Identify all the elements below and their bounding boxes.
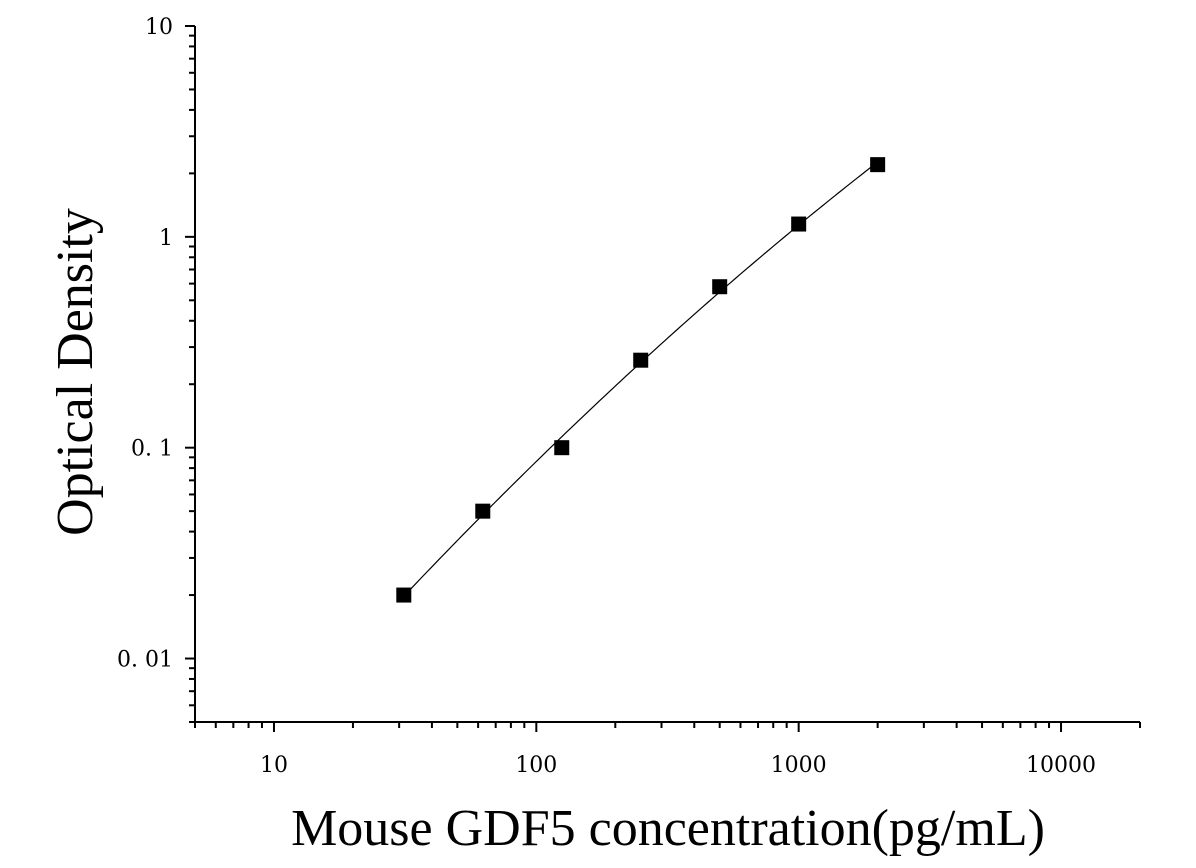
fit-curve-layer: [403, 161, 879, 597]
data-point: [396, 587, 412, 603]
x-axis-title: Mouse GDF5 concentration(pg/mL): [291, 800, 1045, 857]
data-point: [554, 440, 570, 456]
x-tick-label: 100: [515, 753, 557, 778]
data-point: [475, 503, 491, 519]
fit-curve: [403, 161, 879, 597]
x-tick-label: 10: [260, 753, 288, 778]
axes: [194, 26, 1140, 723]
y-tick-label: 0. 1: [131, 437, 173, 462]
y-axis-title: Optical Density: [47, 208, 104, 536]
y-tick-label: 0. 01: [117, 648, 173, 673]
x-tick-label: 1000: [771, 753, 827, 778]
data-point: [870, 157, 886, 173]
y-tick-label: 1: [159, 226, 173, 251]
data-point: [712, 279, 728, 295]
data-points: [396, 157, 886, 603]
data-point: [791, 216, 807, 232]
ticks: 10 100 1000 10000 0. 01 0. 1 1 10: [117, 15, 1141, 778]
data-point: [633, 352, 649, 368]
y-tick-label: 10: [145, 15, 173, 40]
x-tick-label: 10000: [1026, 753, 1096, 778]
